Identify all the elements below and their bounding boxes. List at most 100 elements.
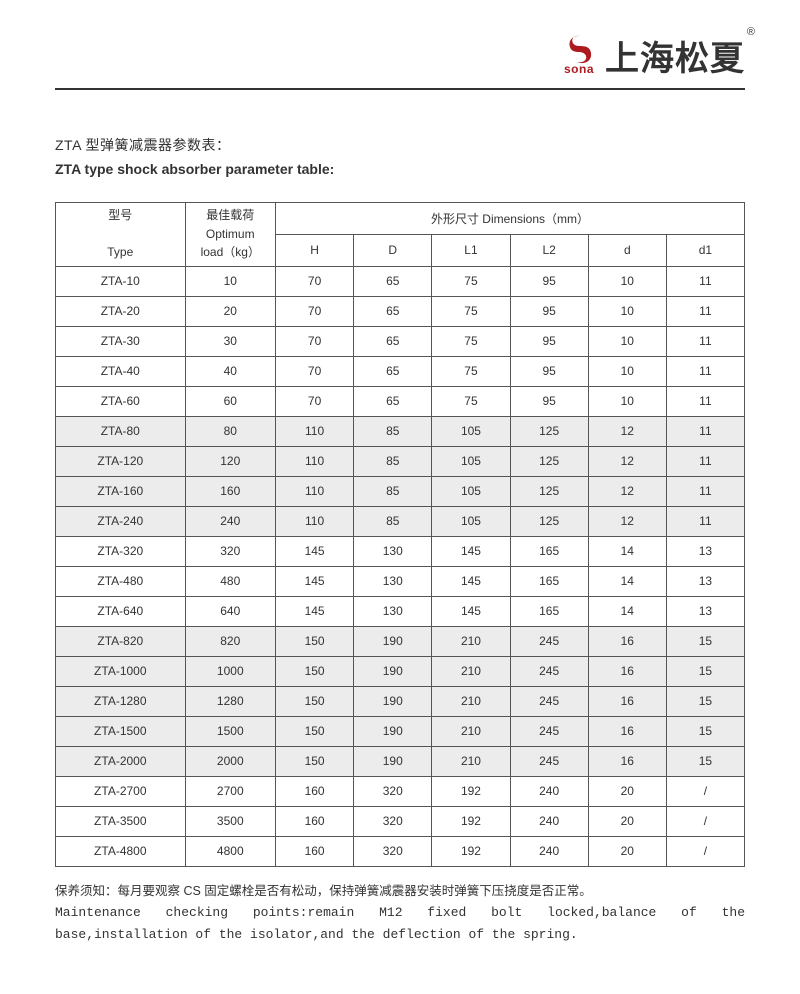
table-row: ZTA-8080110851051251211	[56, 416, 745, 446]
table-cell: ZTA-80	[56, 416, 186, 446]
table-cell: 16	[588, 716, 666, 746]
table-cell: 65	[354, 296, 432, 326]
table-cell: 192	[432, 806, 510, 836]
table-cell: 110	[275, 416, 353, 446]
table-cell: 245	[510, 716, 588, 746]
table-cell: 130	[354, 566, 432, 596]
table-cell: 192	[432, 776, 510, 806]
table-cell: /	[666, 806, 744, 836]
table-cell: 13	[666, 596, 744, 626]
table-cell: 105	[432, 446, 510, 476]
table-cell: 16	[588, 746, 666, 776]
table-row: ZTA-1010706575951011	[56, 266, 745, 296]
note-en-line1: Maintenance checking points:remain M12 f…	[55, 902, 745, 924]
table-row: ZTA-8208201501902102451615	[56, 626, 745, 656]
table-cell: 640	[185, 596, 275, 626]
table-row: ZTA-6406401451301451651413	[56, 596, 745, 626]
table-cell: ZTA-820	[56, 626, 186, 656]
table-cell: 160	[275, 806, 353, 836]
table-row: ZTA-2020706575951011	[56, 296, 745, 326]
table-cell: 60	[185, 386, 275, 416]
load-en-1: Optimum	[206, 227, 255, 241]
table-cell: 3500	[185, 806, 275, 836]
table-row: ZTA-200020001501902102451615	[56, 746, 745, 776]
table-cell: 320	[354, 776, 432, 806]
table-cell: 480	[185, 566, 275, 596]
table-cell: 70	[275, 356, 353, 386]
table-cell: 125	[510, 476, 588, 506]
table-row: ZTA-240240110851051251211	[56, 506, 745, 536]
table-cell: 75	[432, 386, 510, 416]
table-cell: 65	[354, 386, 432, 416]
table-cell: 245	[510, 686, 588, 716]
table-cell: 85	[354, 416, 432, 446]
table-cell: 10	[588, 326, 666, 356]
table-row: ZTA-2700270016032019224020/	[56, 776, 745, 806]
table-cell: 150	[275, 746, 353, 776]
table-cell: ZTA-160	[56, 476, 186, 506]
table-cell: 320	[354, 806, 432, 836]
table-cell: 145	[275, 566, 353, 596]
table-row: ZTA-128012801501902102451615	[56, 686, 745, 716]
page-header: sona ® 上海松夏	[55, 28, 745, 84]
table-cell: 85	[354, 476, 432, 506]
table-cell: 210	[432, 746, 510, 776]
title-cn: ZTA 型弹簧减震器参数表：	[55, 134, 745, 158]
table-cell: ZTA-480	[56, 566, 186, 596]
table-cell: 10	[588, 356, 666, 386]
table-head: 型号 Type 最佳载荷 Optimum load（kg） 外形尺寸 Dimen…	[56, 202, 745, 266]
title-block: ZTA 型弹簧减震器参数表： ZTA type shock absorber p…	[55, 134, 745, 182]
table-cell: ZTA-320	[56, 536, 186, 566]
table-cell: 150	[275, 716, 353, 746]
table-cell: 40	[185, 356, 275, 386]
table-cell: ZTA-640	[56, 596, 186, 626]
table-cell: 80	[185, 416, 275, 446]
table-cell: 15	[666, 716, 744, 746]
table-cell: 165	[510, 596, 588, 626]
table-cell: 11	[666, 446, 744, 476]
table-body: ZTA-1010706575951011ZTA-2020706575951011…	[56, 266, 745, 866]
table-cell: 70	[275, 386, 353, 416]
table-cell: 20	[588, 836, 666, 866]
table-cell: ZTA-2700	[56, 776, 186, 806]
title-en: ZTA type shock absorber parameter table:	[55, 158, 745, 182]
table-cell: 20	[588, 776, 666, 806]
brand-name: 上海松夏	[605, 42, 745, 78]
table-cell: 240	[510, 806, 588, 836]
table-cell: 95	[510, 326, 588, 356]
table-row: ZTA-4800480016032019224020/	[56, 836, 745, 866]
table-cell: 105	[432, 416, 510, 446]
table-cell: 4800	[185, 836, 275, 866]
table-cell: 11	[666, 326, 744, 356]
table-cell: 75	[432, 356, 510, 386]
col-type-header: 型号 Type	[56, 202, 186, 266]
note-cn: 保养须知：每月要观察 CS 固定螺栓是否有松动，保持弹簧减震器安装时弹簧下压挠度…	[55, 881, 745, 902]
table-cell: 210	[432, 626, 510, 656]
table-cell: ZTA-40	[56, 356, 186, 386]
table-cell: 240	[510, 836, 588, 866]
table-cell: 190	[354, 656, 432, 686]
table-cell: 145	[432, 536, 510, 566]
table-cell: 13	[666, 536, 744, 566]
col-dim-header: d1	[666, 234, 744, 266]
table-cell: 145	[432, 566, 510, 596]
table-cell: 12	[588, 416, 666, 446]
header-divider	[55, 88, 745, 90]
table-cell: 125	[510, 506, 588, 536]
table-cell: ZTA-3500	[56, 806, 186, 836]
table-cell: 1500	[185, 716, 275, 746]
table-cell: ZTA-30	[56, 326, 186, 356]
table-cell: 65	[354, 356, 432, 386]
table-cell: 11	[666, 266, 744, 296]
table-cell: 820	[185, 626, 275, 656]
table-cell: 2700	[185, 776, 275, 806]
table-cell: ZTA-1500	[56, 716, 186, 746]
table-cell: 145	[432, 596, 510, 626]
table-cell: 11	[666, 416, 744, 446]
table-cell: 240	[185, 506, 275, 536]
table-cell: 16	[588, 686, 666, 716]
table-row: ZTA-4804801451301451651413	[56, 566, 745, 596]
table-cell: ZTA-20	[56, 296, 186, 326]
table-cell: 105	[432, 476, 510, 506]
table-cell: 125	[510, 446, 588, 476]
